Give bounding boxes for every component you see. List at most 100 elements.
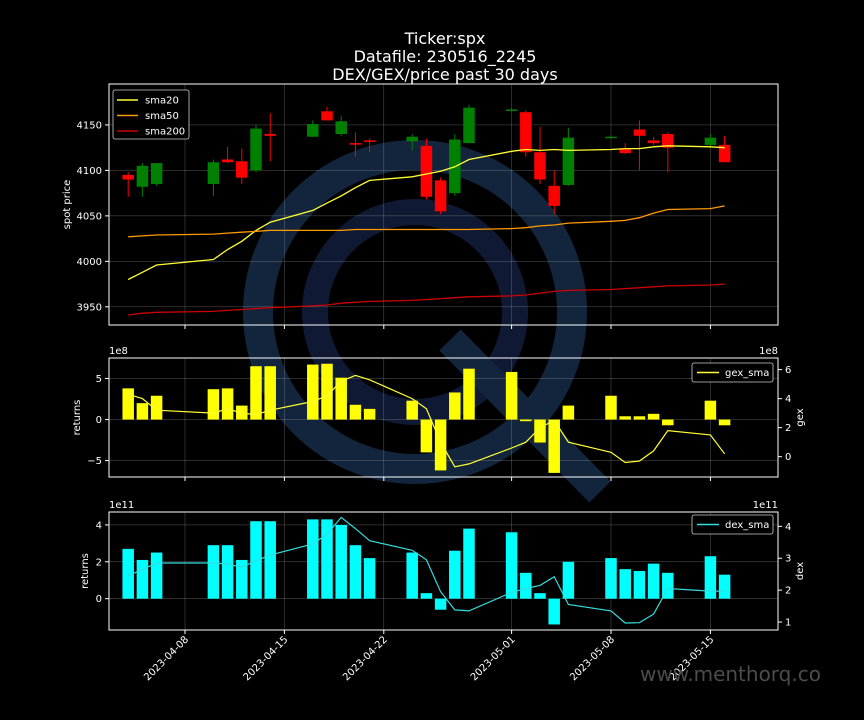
dex-panel-frame (108, 511, 779, 631)
price-panel-ytick-label: 4000 (77, 257, 102, 268)
chart-title-line-2: Datafile: 230516_2245 (353, 47, 537, 66)
dex-bar (605, 558, 617, 599)
sma50-line (128, 205, 725, 238)
gex-bar (349, 404, 362, 420)
dex-panel-right-ytick-label: 1 (785, 618, 791, 629)
gex-bar (718, 419, 731, 426)
gex-bar (463, 368, 475, 420)
gex-right-ylabel: gex (795, 408, 806, 426)
gex-bar (434, 419, 447, 471)
sma20-line (127, 145, 725, 281)
dex-bar (122, 548, 134, 599)
dex-bar (534, 593, 546, 599)
candle-body (221, 159, 234, 163)
candle-body (633, 129, 646, 136)
gex-bar (221, 388, 234, 420)
candle-body (562, 137, 575, 185)
dex-panel-right-ytick-label: 2 (785, 586, 791, 597)
dex-bar (662, 572, 674, 599)
dex-bar (250, 521, 262, 599)
gex-sma-legend-box (691, 362, 774, 383)
candle-body (363, 140, 376, 142)
price-legend-box (112, 89, 190, 140)
dex-panel-right-ytick-label: 3 (785, 554, 791, 565)
gex-bar (704, 400, 717, 420)
dex-bar (349, 545, 362, 599)
dex-bar (207, 545, 220, 599)
gex-bar (250, 366, 262, 420)
dex-bar (704, 556, 717, 599)
gex-bar (520, 419, 532, 422)
gex-bar (534, 419, 546, 443)
gex-right-exponent: 1e8 (759, 346, 778, 357)
gex-sma-line (128, 374, 726, 468)
candle-body (718, 144, 731, 163)
dex-bar (647, 563, 660, 599)
dex-bar (321, 519, 333, 599)
candle-body (619, 148, 631, 154)
watermark-text: www.menthorq.co (640, 662, 821, 686)
gex-bar (420, 419, 433, 453)
price-panel-ytick-label: 4100 (77, 166, 102, 177)
x-tick-label: 2023-05-01 (469, 634, 518, 683)
gex-bar (562, 405, 575, 420)
candle-body (647, 140, 660, 144)
gex-left-exponent: 1e8 (109, 346, 128, 357)
dex-ylabel: returns (80, 553, 91, 589)
gex-bar (136, 403, 149, 420)
price-ylabel: spot price (62, 180, 73, 230)
x-tick-label: 2023-05-08 (568, 634, 617, 683)
dex-bar (335, 524, 347, 599)
candle-body (321, 111, 333, 121)
price-panel-frame (108, 83, 779, 326)
gex-bar (264, 366, 276, 420)
gex-bar (335, 377, 347, 420)
dex-bar (236, 559, 248, 599)
gex-sma-legend-label: gex_sma (725, 368, 769, 379)
dex-sma-legend-box (691, 514, 774, 535)
dex-right-exponent: 1e11 (753, 500, 778, 511)
dex-bar (264, 521, 276, 599)
gex-bar (662, 419, 674, 426)
dex-panel-right-ytick-label: 4 (785, 522, 791, 533)
price-panel-ytick-label: 4050 (77, 211, 102, 222)
gex-bar (122, 388, 134, 420)
gex-bar (605, 395, 617, 420)
gex-bar (548, 419, 560, 473)
dex-sma-legend-label: dex_sma (725, 520, 769, 531)
gex-panel-right-ytick-label: 6 (785, 365, 791, 376)
candle-body (534, 152, 546, 180)
candle-body (264, 134, 276, 136)
gex-bar (363, 408, 376, 420)
dex-bar (363, 558, 376, 599)
dex-sma-line (127, 516, 725, 624)
price-panel-ytick-label: 4150 (77, 120, 102, 131)
candle-body (548, 185, 560, 206)
gex-panel-right-ytick-label: 0 (785, 452, 791, 463)
candle-body (605, 136, 617, 139)
gex-ylabel: returns (72, 400, 83, 436)
candle-body (236, 161, 248, 178)
candle-body (420, 145, 433, 197)
dex-bar (619, 569, 631, 599)
dex-bar (633, 571, 646, 599)
legend-label-sma20: sma20 (145, 96, 179, 107)
gex-bar (321, 363, 333, 420)
dex-bar (718, 574, 731, 599)
dex-bar (150, 552, 163, 599)
dex-bar (505, 532, 518, 599)
legend-label-sma200: sma200 (145, 127, 185, 138)
gex-panel-frame (108, 357, 779, 478)
candle-body (662, 134, 674, 148)
gex-bar (150, 395, 163, 420)
legend-label-sma50: sma50 (145, 111, 179, 122)
gex-bar (307, 364, 319, 420)
candle-body (150, 163, 163, 185)
dex-bar (221, 545, 234, 599)
dex-bar (520, 572, 532, 599)
gex-bar (449, 392, 461, 420)
candle-body (349, 143, 362, 145)
chart-title-line-3: DEX/GEX/price past 30 days (332, 65, 558, 84)
candle-body (250, 128, 262, 171)
